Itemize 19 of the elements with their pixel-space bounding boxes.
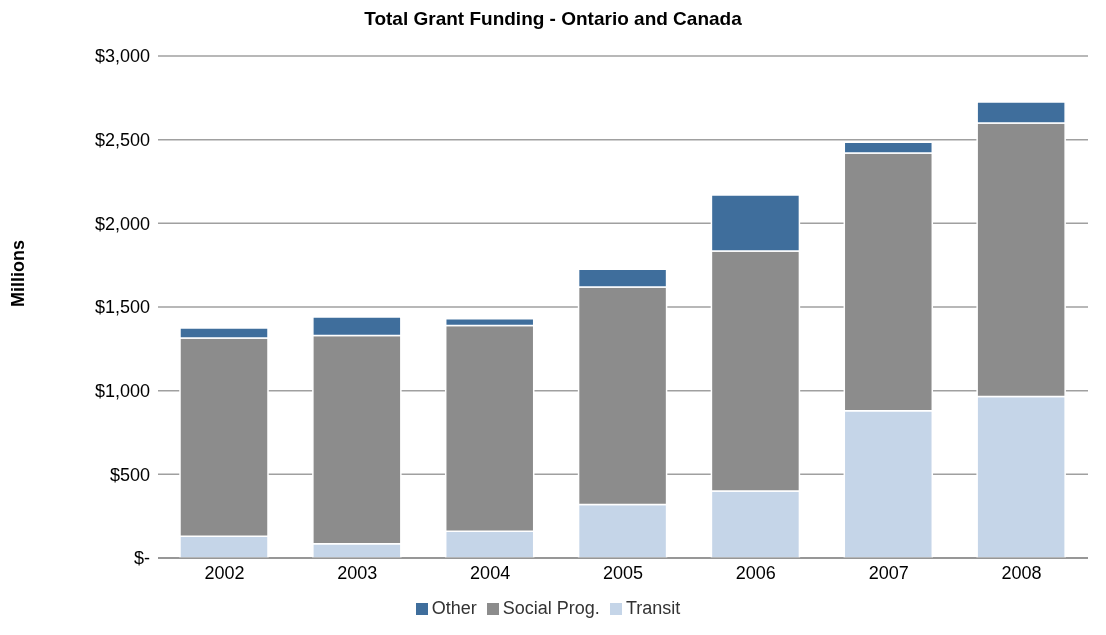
y-tick-label: $1,000 (94, 381, 150, 402)
y-axis-title: Millions (8, 240, 29, 307)
x-tick-label: 2003 (337, 562, 378, 583)
y-tick-label: $2,000 (94, 213, 150, 234)
y-tick-label: $500 (109, 464, 150, 485)
y-tick-label: $1,500 (94, 297, 150, 318)
x-tick-label: 2007 (868, 562, 909, 583)
y-tick-label: $2,500 (94, 130, 150, 151)
y-tick-label: $- (133, 548, 150, 569)
x-tick-label: 2008 (1001, 562, 1042, 583)
x-tick-label: 2005 (602, 562, 644, 583)
x-tick-label: 2006 (735, 562, 776, 583)
x-tick-label: 2002 (204, 562, 245, 583)
legend-label: Other (431, 598, 477, 618)
chart-title: Total Grant Funding - Ontario and Canada (363, 8, 743, 30)
x-tick-label: 2004 (470, 562, 511, 583)
legend-label: Transit (625, 598, 681, 618)
legend-label: Social Prog. (502, 598, 600, 618)
y-tick-label: $3,000 (94, 46, 150, 67)
